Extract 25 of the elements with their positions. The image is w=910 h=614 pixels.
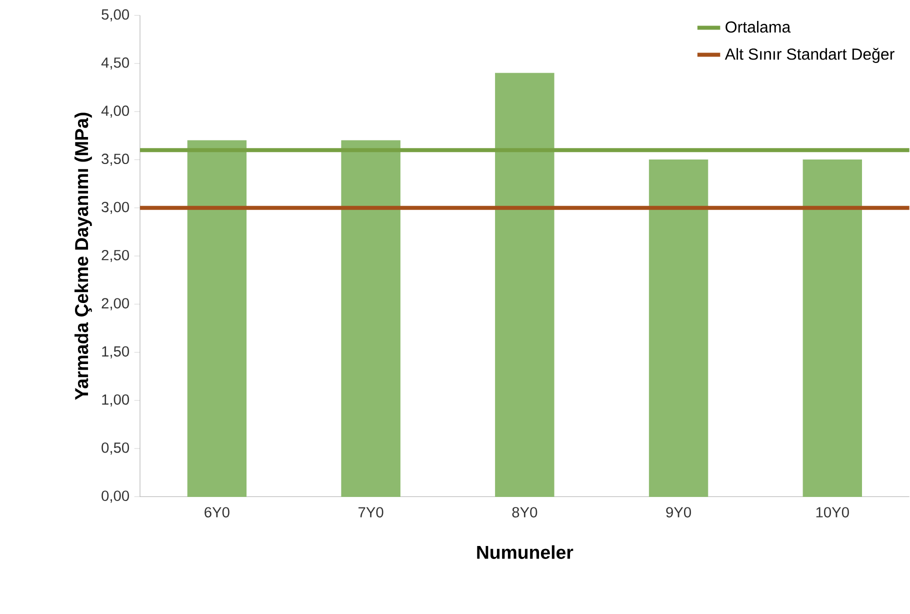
bar <box>495 72 554 497</box>
y-tick-label: 4,50 <box>101 57 130 70</box>
x-tick-label: 9Y0 <box>666 507 691 518</box>
legend-label: Ortalama <box>726 20 791 33</box>
y-tick-label: 0,50 <box>102 442 130 455</box>
y-tick-label: 1,50 <box>102 346 130 358</box>
bar <box>648 159 708 497</box>
x-tick-label: 10Y0 <box>816 507 849 518</box>
y-tick-label: 2,00 <box>102 298 130 310</box>
y-axis-title: Yarmada Çekme Dayanımı (MPa) <box>74 112 92 400</box>
x-tick-label: 7Y0 <box>358 507 384 518</box>
y-tick-label: 5,00 <box>102 9 130 22</box>
x-tick-label: 6Y0 <box>204 507 230 518</box>
y-tick-label: 3,00 <box>102 202 130 214</box>
bar <box>802 159 862 497</box>
y-tick-label: 1,00 <box>102 394 130 406</box>
bar <box>341 140 400 497</box>
y-tick-label: 4,00 <box>101 106 130 118</box>
bar <box>187 140 247 497</box>
y-tick-label: 0,00 <box>102 490 130 503</box>
y-tick-label: 2,50 <box>102 250 130 262</box>
legend-label: Alt Sınır Standart Değer <box>724 48 894 63</box>
y-tick-label: 3,50 <box>102 154 130 166</box>
x-axis-title: Numuneler <box>477 545 574 559</box>
x-tick-label: 8Y0 <box>512 507 538 518</box>
